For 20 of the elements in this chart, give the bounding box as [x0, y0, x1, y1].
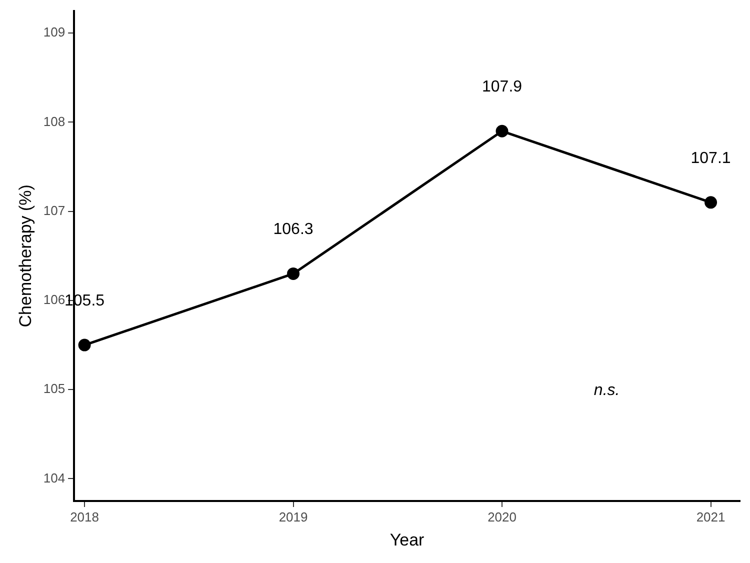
y-tick-label: 107 [43, 202, 66, 218]
y-tick-label: 105 [43, 381, 66, 396]
point [704, 196, 718, 209]
data-label: 106.3 [273, 221, 314, 238]
x-tick-label: 2019 [278, 509, 308, 524]
y-axis-title: Chemotherapy (%) [16, 184, 35, 328]
y-tick-label: 108 [43, 114, 66, 129]
point [287, 267, 300, 280]
x-axis-title: Year [390, 530, 425, 550]
y-tick-label: 104 [43, 470, 66, 486]
x-tick-label: 2020 [488, 509, 516, 524]
point [496, 124, 508, 138]
annotation: n.s. [594, 382, 620, 400]
data-label: 107.1 [690, 150, 731, 167]
data-label: 107.9 [482, 78, 522, 96]
x-tick-label: 2021 [696, 509, 726, 524]
point [78, 338, 91, 352]
x-tick-label: 2018 [70, 509, 99, 524]
y-tick-label: 106 [43, 292, 66, 308]
y-tick-label: 109 [43, 24, 66, 40]
